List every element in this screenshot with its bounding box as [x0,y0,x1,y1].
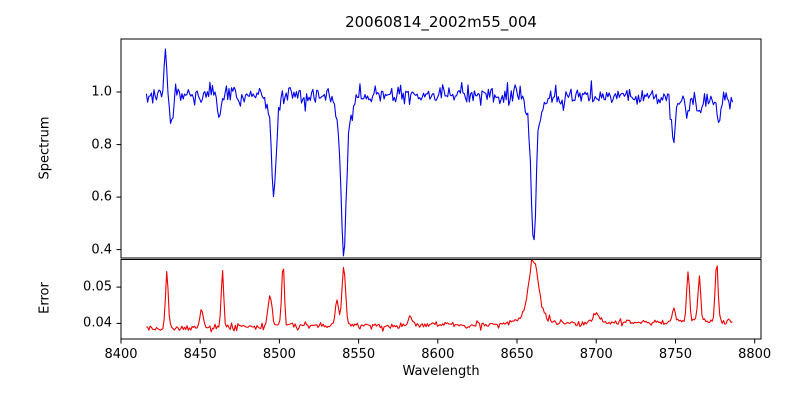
spectrum-panel-border [120,38,762,259]
tick-marks [116,91,756,344]
x-axis-label: Wavelength [402,364,480,379]
error-y-tick-label: 0.05 [83,279,112,295]
x-tick-label: 8600 [421,347,455,362]
x-tick-label: 8450 [183,347,217,362]
spectrum-line [145,48,734,257]
error-panel-border [120,259,762,340]
x-tick-label: 8650 [500,347,534,362]
spectrum-y-tick-label: 0.6 [91,189,112,205]
error-y-axis-label: Error [37,282,53,314]
x-tick-label: 8800 [738,347,772,362]
error-line [146,260,733,333]
x-tick-label: 8750 [658,347,692,362]
plot-title: 20060814_2002m55_004 [345,13,537,31]
spectrum-y-axis-label: Spectrum [37,116,53,180]
x-tick-label: 8700 [579,347,613,362]
spectrum-y-tick-label: 0.4 [91,242,112,258]
x-tick-label: 8400 [104,347,138,362]
spectrum-y-tick-label: 0.8 [91,137,112,153]
x-tick-label: 8550 [342,347,376,362]
x-tick-label: 8500 [262,347,296,362]
error-y-tick-label: 0.04 [83,315,112,331]
spectrum-y-tick-label: 1.0 [91,84,112,100]
